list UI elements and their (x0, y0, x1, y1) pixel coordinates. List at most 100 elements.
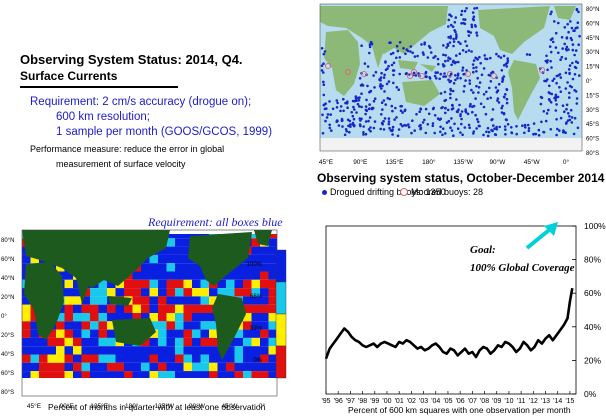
drogued-buoy-dot (467, 30, 471, 33)
coverage-requirement-note: Requirement: all boxes blue (148, 215, 283, 229)
coverage-cell (166, 230, 175, 239)
drogued-buoy-dot (502, 112, 506, 115)
drogued-buoy-dot (442, 44, 445, 47)
drogued-buoy-dot (475, 127, 478, 130)
coverage-trend-chart: 100% 80% 60% 40% 20% 0% '95 '96'97'98'99'00 '01… (321, 221, 606, 405)
drogued-buoy-dot (381, 108, 384, 111)
drogued-buoy-dot (421, 51, 425, 54)
drogued-buoy-dot (379, 76, 383, 79)
antarctica (320, 138, 582, 151)
coverage-cell (115, 304, 124, 313)
coverage-cell (251, 271, 260, 280)
drogued-buoy-dot (427, 44, 431, 48)
drogued-buoy-dot (523, 131, 526, 135)
coverage-cell (39, 371, 48, 380)
coverage-series-line (324, 287, 574, 360)
drogued-buoy-dot (500, 106, 503, 110)
buoy-lat-label: 60°N (586, 21, 599, 27)
drogued-buoy-dot (449, 96, 452, 100)
drogued-buoy-dot (352, 123, 355, 127)
coverage-colorbar: 100% 66% 33% 0% (247, 249, 287, 379)
drogued-buoy-dot (323, 50, 327, 53)
coverage-cell (132, 371, 141, 380)
x-tick-label: '01 (395, 398, 404, 405)
drogued-buoy-dot (510, 131, 513, 134)
coverage-cell (209, 313, 218, 322)
drogued-buoy-dot (462, 90, 466, 93)
coverage-cell (22, 346, 31, 355)
coverage-cell (73, 329, 82, 338)
buoy-map-title: Observing system status, October-Decembe… (317, 171, 605, 185)
coverage-cell (73, 296, 82, 305)
x-tick-label: '13 (541, 398, 550, 405)
coverage-cell (158, 354, 167, 363)
coverage-cell (158, 371, 167, 380)
coverage-cell (234, 271, 243, 280)
drogued-buoy-dots (320, 6, 581, 138)
coverage-lon-label: 90°W (189, 402, 206, 410)
drogued-buoy-dot (553, 20, 556, 23)
drogued-buoy-dot (457, 60, 460, 64)
performance-line-1: Performance measure: reduce the error in… (30, 144, 225, 154)
drogued-buoy-dot (453, 21, 457, 24)
coverage-cell (81, 304, 90, 313)
drogued-buoy-dot (576, 21, 580, 25)
chart-y-ticks: 100% 80% 60% 40% 20% 0% (572, 221, 606, 399)
drogued-buoy-dot (472, 15, 476, 18)
drogued-buoy-dot (397, 128, 401, 131)
goal-arrow-icon (525, 222, 558, 250)
coverage-cell (243, 271, 252, 280)
coverage-cell (175, 263, 184, 272)
drogued-buoy-dot (452, 44, 455, 48)
coverage-cell (158, 313, 167, 322)
drogued-buoy-dot (568, 64, 572, 67)
drogued-buoy-dot (436, 117, 440, 120)
coverage-cell (107, 371, 116, 380)
drogued-buoy-dot (467, 123, 471, 127)
drogued-buoy-dot (382, 76, 386, 79)
drogued-buoy-dot (550, 92, 554, 96)
coverage-cell (81, 346, 90, 355)
coverage-cell (183, 263, 192, 272)
coverage-cell (149, 254, 158, 264)
drogued-buoy-dot (444, 111, 447, 115)
drogued-buoy-dot (373, 86, 376, 89)
coverage-cell (64, 337, 73, 347)
coverage-cell (166, 246, 175, 255)
coverage-cell (115, 346, 124, 355)
drogued-buoy-dot (414, 74, 418, 77)
coverage-lon-label: 45°E (27, 402, 42, 410)
drogued-buoy-dot (472, 66, 475, 70)
drogued-buoy-dot (395, 116, 398, 119)
coverage-cell (183, 288, 192, 297)
coverage-cell (30, 354, 39, 363)
drogued-buoy-dot (555, 103, 558, 106)
drogued-buoy-dot (437, 62, 440, 66)
coverage-cell (132, 304, 141, 313)
drogued-buoy-dot (545, 112, 549, 115)
drogued-buoy-dot (483, 54, 486, 57)
drogued-buoy-dot (459, 131, 462, 134)
coverage-cell (260, 271, 269, 280)
drogued-buoy-dot (570, 121, 574, 124)
drogued-buoy-dot (461, 49, 465, 52)
drogued-buoy-dot (464, 50, 468, 54)
drogued-buoy-dot (383, 117, 387, 120)
drogued-buoy-dot (545, 61, 549, 64)
moored-buoy-marker (418, 72, 426, 80)
drogued-buoy-dot (574, 60, 578, 63)
drogued-buoy-dot (328, 100, 331, 103)
drogued-buoy-dot (409, 45, 413, 48)
drogued-buoy-dot (472, 59, 476, 62)
drogued-buoy-dot (446, 108, 450, 112)
coverage-cell (251, 288, 260, 297)
drogued-buoy-dot (547, 108, 550, 112)
drogued-buoy-dot (555, 133, 558, 137)
drogued-buoy-dot (447, 78, 450, 82)
drogued-buoy-dot (573, 73, 577, 76)
drogued-buoy-dot (497, 55, 500, 58)
drogued-buoy-dot (479, 102, 483, 106)
coverage-cell (39, 346, 48, 355)
coverage-cell (115, 288, 124, 297)
coverage-cell (260, 321, 269, 330)
